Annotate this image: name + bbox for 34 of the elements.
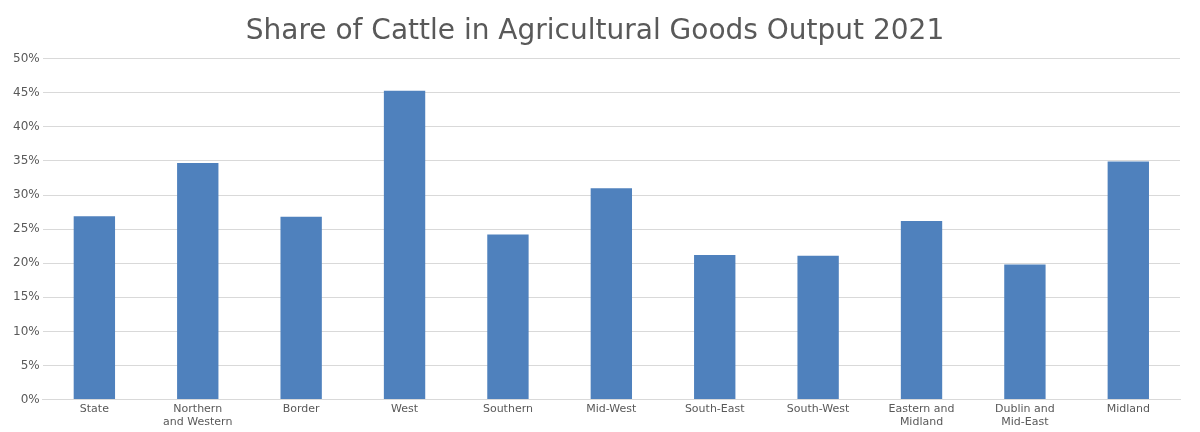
bar: [280, 216, 322, 400]
y-tick-label: 35%: [13, 153, 40, 168]
x-tick-label: Midland: [1106, 402, 1150, 416]
y-tick-label: 40%: [13, 118, 40, 133]
y-tick-label: 5%: [20, 357, 40, 372]
x-tick-label: Mid-West: [586, 402, 638, 416]
bar: [177, 162, 219, 400]
x-tick-label: Northern and Western: [163, 402, 233, 429]
y-tick-label: 30%: [13, 187, 40, 202]
bar: [1107, 161, 1149, 400]
y-tick-label: 10%: [13, 323, 40, 338]
y-tick-label: 15%: [13, 289, 40, 304]
x-tick-label: State: [79, 402, 110, 416]
x-tick-label: West: [391, 402, 419, 416]
x-tick-label: South-West: [786, 402, 851, 416]
y-tick-label: 20%: [13, 255, 40, 270]
bar: [383, 90, 426, 400]
x-tick-label: Dublin and Mid-East: [995, 402, 1055, 429]
bar: [797, 255, 839, 400]
bar: [487, 234, 529, 400]
x-tick-label: Border: [282, 402, 321, 416]
y-tick-label: 0%: [20, 391, 40, 406]
y-tick-label: 25%: [13, 221, 40, 236]
bar: [900, 220, 943, 400]
bar: [590, 188, 633, 400]
bar: [1004, 264, 1046, 400]
x-tick-label: Eastern and Midland: [888, 402, 955, 429]
x-tick-label: South-East: [684, 402, 746, 416]
x-tick-label: Southern: [482, 402, 533, 416]
chart-title: Share of Cattle in Agricultural Goods Output 2021: [245, 13, 945, 47]
bar: [694, 255, 736, 400]
bar: [73, 216, 116, 400]
y-tick-label: 45%: [13, 84, 40, 99]
y-tick-label: 50%: [13, 50, 40, 65]
